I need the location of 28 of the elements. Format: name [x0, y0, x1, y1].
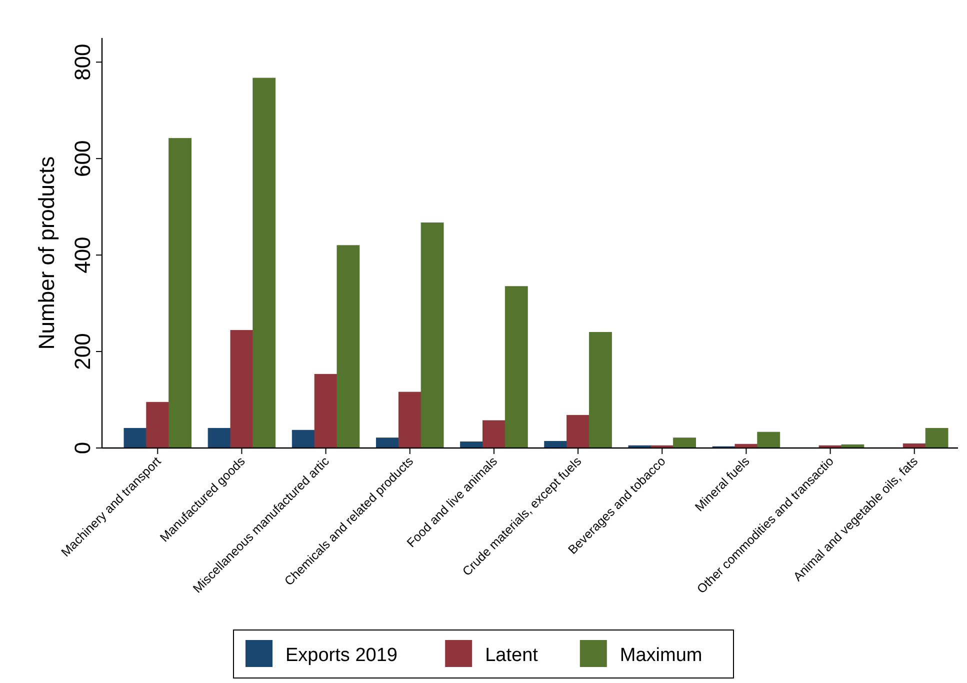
bar — [925, 428, 948, 448]
bar — [673, 438, 696, 448]
bar — [420, 222, 444, 448]
y-tick-label: 0 — [70, 442, 95, 454]
bar — [566, 414, 590, 448]
bar — [168, 138, 192, 448]
y-tick-label: 200 — [70, 333, 95, 370]
bar — [292, 430, 315, 448]
bar — [757, 432, 780, 448]
legend-label: Latent — [485, 645, 539, 666]
bar — [124, 428, 147, 448]
y-tick-label: 800 — [70, 44, 95, 80]
bar — [482, 420, 506, 448]
bar — [336, 245, 360, 448]
y-tick-label: 400 — [70, 236, 95, 274]
bar — [230, 330, 254, 448]
y-axis-title: Number of products — [34, 156, 59, 350]
bar — [398, 392, 422, 448]
bar — [314, 374, 338, 448]
bar — [146, 402, 170, 448]
bar — [589, 332, 612, 448]
bar — [376, 438, 399, 448]
legend-label: Exports 2019 — [286, 645, 398, 666]
y-tick-label: 600 — [70, 140, 95, 177]
bar — [252, 78, 276, 448]
bar — [504, 286, 528, 448]
bar — [208, 428, 231, 448]
legend-label: Maximum — [620, 645, 702, 666]
